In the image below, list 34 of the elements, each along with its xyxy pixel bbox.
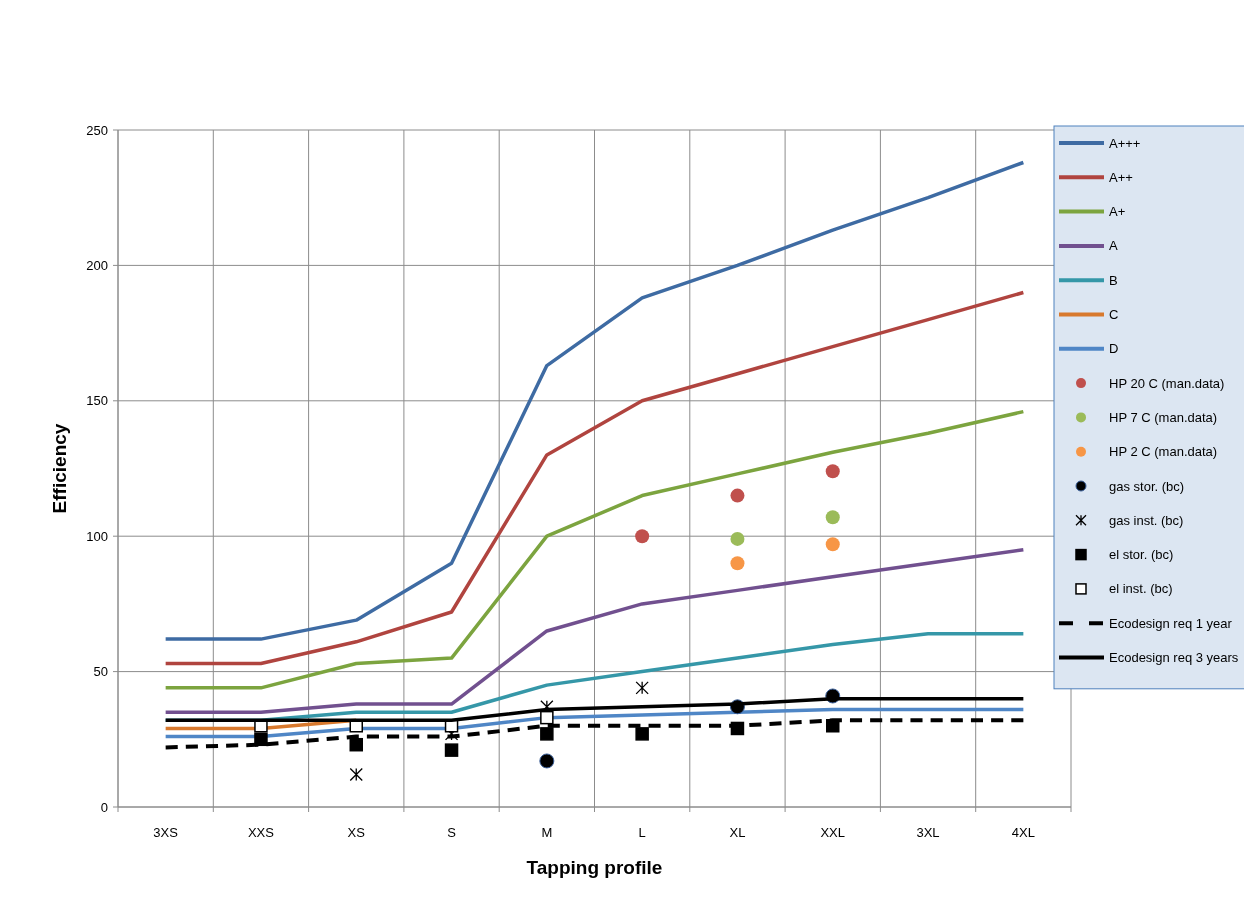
y-tick-label: 50 (93, 664, 108, 680)
y-tick-label: 150 (86, 393, 108, 409)
legend-label: gas inst. (bc) (1109, 512, 1184, 528)
x-tick-label: XL (729, 825, 746, 840)
y-axis-title: Efficiency (49, 423, 70, 514)
x-tick-label: XS (347, 825, 366, 840)
x-tick-label: 3XL (916, 825, 940, 840)
y-tick-label: 0 (100, 799, 108, 815)
x-tick-label: XXS (247, 825, 275, 840)
legend-label: A (1109, 238, 1118, 254)
legend-label: gas stor. (bc) (1109, 478, 1185, 494)
y-tick-label: 100 (86, 528, 108, 544)
legend-label: Ecodesign req 3 years (1109, 650, 1239, 666)
legend-label: B (1109, 272, 1118, 288)
legend-label: el inst. (bc) (1109, 581, 1173, 597)
legend-label: A++ (1109, 169, 1133, 185)
legend-label: A+ (1109, 204, 1126, 220)
x-tick-label: 4XL (1011, 825, 1035, 840)
legend-label: Ecodesign req 1 year (1109, 615, 1233, 631)
x-tick-label: XXL (820, 825, 846, 840)
x-tick-label: L (638, 825, 646, 840)
legend-label: el stor. (bc) (1109, 547, 1174, 563)
legend-label: HP 20 C (man.data) (1109, 375, 1225, 391)
y-tick-label: 200 (86, 257, 108, 273)
x-axis-title: Tapping profile (526, 857, 663, 878)
legend-label: HP 2 C (man.data) (1109, 444, 1218, 460)
x-tick-label: M (541, 825, 553, 840)
x-tick-label: 3XS (153, 825, 179, 840)
legend-label: A+++ (1109, 135, 1141, 151)
y-tick-label: 250 (86, 122, 108, 138)
x-tick-label: S (447, 825, 457, 840)
legend-label: D (1109, 341, 1119, 357)
legend-label: HP 7 C (man.data) (1109, 409, 1218, 425)
legend-label: C (1109, 307, 1119, 323)
